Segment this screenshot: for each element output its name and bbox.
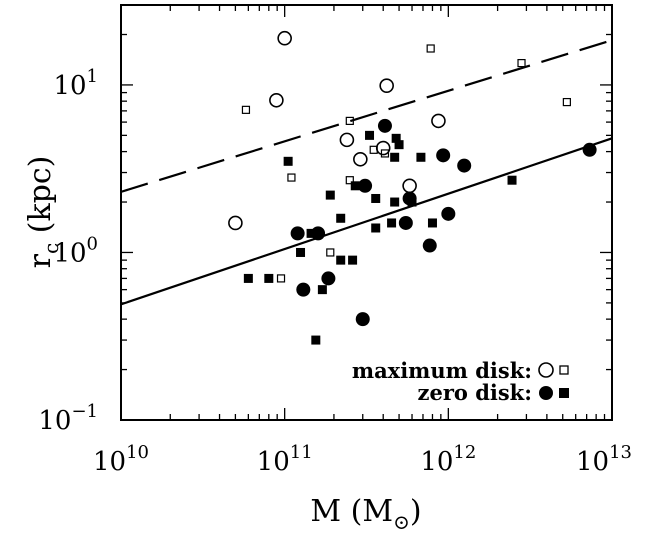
filled-circle-point — [355, 312, 370, 327]
fit-line-solid — [121, 137, 612, 306]
filled-square-point — [348, 255, 358, 265]
fit-line-dashed — [121, 39, 612, 193]
open-circle-point — [277, 30, 292, 46]
y-tick-label: 10−1 — [38, 401, 98, 436]
filled-circle-point — [290, 226, 305, 241]
filled-square-point — [390, 152, 400, 162]
open-square-point — [562, 97, 571, 107]
filled-square-point — [507, 175, 517, 185]
open-square-point — [345, 116, 354, 125]
filled-square-point — [296, 247, 306, 257]
open-square-point — [517, 58, 526, 68]
filled-square-point — [336, 255, 346, 265]
legend-filled-square-marker — [559, 388, 569, 398]
open-square-point — [10, 275, 17, 282]
filled-square-point — [365, 130, 375, 140]
filled-circle-point — [296, 282, 311, 297]
filled-square-point — [325, 190, 335, 200]
filled-square-point — [336, 213, 346, 223]
open-square-point — [26, 316, 33, 323]
legend-open-circle-marker — [538, 362, 554, 378]
open-square-point — [287, 173, 296, 182]
x-tick-label: 1011 — [257, 442, 313, 477]
filled-square-point — [306, 228, 316, 238]
filled-square-point — [390, 197, 400, 207]
open-square-point — [426, 44, 435, 53]
open-circle-point — [379, 78, 394, 93]
open-circle-point — [431, 113, 446, 129]
filled-circle-point — [422, 238, 437, 253]
legend: maximum disk: zero disk: — [352, 358, 569, 405]
filled-square-point — [264, 273, 274, 283]
open-circle-point — [353, 151, 368, 167]
filled-square-point — [350, 181, 360, 191]
filled-square-point — [317, 285, 327, 295]
filled-square-point — [243, 273, 253, 283]
x-tick-label: 1012 — [420, 442, 476, 477]
open-circle-point — [269, 92, 284, 108]
filled-square-point — [427, 218, 437, 228]
x-tick-label: 1013 — [576, 442, 632, 477]
x-axis-label: M (M⊙) — [310, 494, 421, 534]
filled-circle-point — [321, 271, 336, 286]
filled-square-point — [391, 133, 401, 143]
open-square-point — [276, 274, 286, 283]
filled-circle-point — [436, 148, 451, 163]
y-tick-label: 100 — [53, 233, 98, 268]
tick-labels: 1010 1011 1012 1013 10−1 100 101 — [38, 66, 632, 477]
open-square-point — [380, 149, 390, 158]
filled-circle-point — [377, 118, 392, 133]
ticks — [120, 4, 612, 421]
filled-circle-point — [398, 215, 413, 230]
filled-square-point — [394, 140, 404, 150]
fit-lines — [121, 39, 612, 306]
filled-square-point — [283, 156, 293, 166]
plot-frame — [120, 4, 613, 421]
open-square-point — [326, 248, 335, 257]
legend-filled-circle-marker — [539, 386, 553, 400]
open-square-point — [369, 145, 378, 154]
filled-circle-point — [457, 158, 472, 173]
y-axis-label: rc (kpc) — [23, 156, 63, 269]
open-circle-point — [339, 132, 355, 148]
open-square-point — [345, 176, 354, 185]
filled-circle-point — [441, 206, 456, 221]
filled-circle-point — [358, 178, 373, 193]
filled-circle-point — [582, 142, 597, 157]
open-circle-point — [402, 178, 417, 194]
filled-square-point — [416, 152, 426, 162]
filled-square-point — [311, 335, 321, 345]
x-tick-label: 1010 — [93, 442, 149, 477]
open-circle-point — [228, 215, 243, 231]
filled-square-point — [407, 197, 417, 207]
y-tick-label: 101 — [53, 66, 98, 101]
open-square-point — [241, 105, 251, 114]
filled-square-point — [387, 218, 397, 228]
data-points — [10, 30, 597, 345]
legend-label-maximum-disk: maximum disk: — [352, 358, 532, 383]
filled-square-point — [371, 223, 381, 233]
open-circle-point — [375, 140, 391, 156]
legend-label-zero-disk: zero disk: — [418, 380, 532, 405]
legend-open-square-marker — [559, 365, 569, 375]
filled-square-point — [371, 193, 381, 203]
